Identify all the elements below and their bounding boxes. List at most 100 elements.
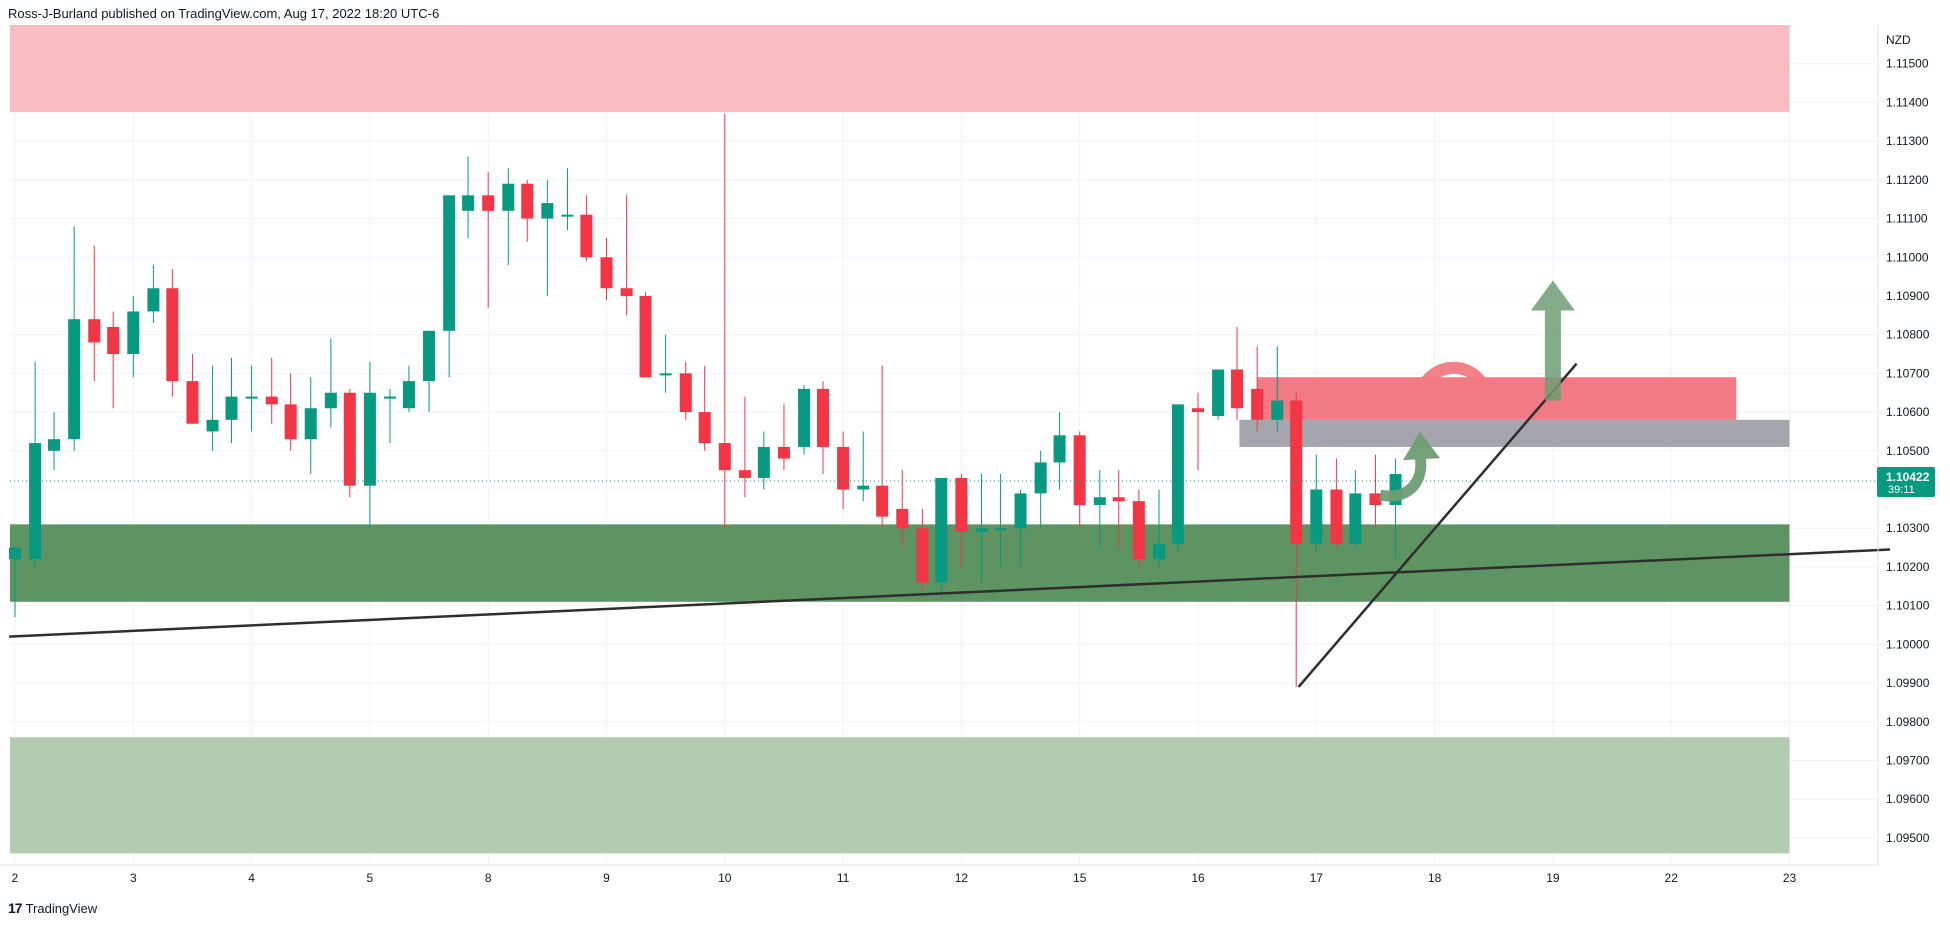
curve-up-arrow (1378, 432, 1441, 502)
bullish-candle (363, 361, 376, 529)
candle-body (265, 396, 278, 405)
price-tick: 1.10800 (1886, 328, 1930, 342)
time-tick: 15 (1073, 871, 1087, 885)
bearish-candle (718, 114, 731, 529)
price-tick: 1.09800 (1886, 715, 1930, 729)
price-tick: 1.10900 (1886, 289, 1930, 303)
candle-body (561, 214, 574, 217)
price-tick: 1.10100 (1886, 599, 1930, 613)
candle-body (1014, 493, 1027, 529)
brand[interactable]: 17 TradingView (8, 900, 97, 916)
bullish-candle (68, 226, 81, 451)
bullish-candle (561, 168, 574, 231)
bullish-candle (147, 265, 160, 324)
candle-body (1349, 493, 1362, 544)
bearish-candle (1330, 458, 1343, 548)
candle-body (147, 288, 160, 312)
candle-body (1290, 400, 1303, 544)
bearish-candle (837, 431, 850, 509)
current-price-value: 1.10422 (1886, 470, 1930, 484)
bullish-candle (1310, 454, 1323, 552)
bearish-candle (620, 195, 633, 316)
candle-body (639, 295, 652, 378)
candle-body (1369, 493, 1382, 505)
bullish-candle (1349, 470, 1362, 548)
candle-body (975, 528, 988, 533)
candles (9, 114, 1878, 687)
candle-body (1112, 497, 1125, 502)
arrow-curve (1378, 454, 1427, 502)
time-tick: 18 (1428, 871, 1442, 885)
bullish-candle (975, 474, 988, 583)
bearish-candle (166, 268, 179, 397)
candle-body (502, 183, 515, 211)
candle-body (1231, 369, 1244, 409)
price-tick: 1.11000 (1886, 250, 1929, 264)
arrow-shaft (1544, 308, 1561, 401)
price-tick: 1.09500 (1886, 831, 1930, 845)
price-tick: 1.10000 (1886, 637, 1930, 651)
candle-body (1171, 404, 1184, 544)
bullish-candle (206, 365, 219, 451)
time-tick: 11 (837, 871, 850, 885)
candle-body (777, 446, 790, 459)
time-tick: 12 (955, 871, 969, 885)
time-tick: 19 (1546, 871, 1560, 885)
price-tick: 1.11200 (1886, 173, 1929, 187)
bearish-candle (186, 354, 199, 424)
bearish-candle (777, 404, 790, 471)
candle-body (245, 396, 258, 399)
bearish-candle (679, 361, 692, 420)
candle-body (857, 485, 870, 490)
trendlines (9, 362, 1891, 688)
candle-body (1093, 497, 1106, 505)
bullish-candle (757, 431, 770, 490)
bullish-candle (1171, 404, 1184, 552)
candle-body (1192, 408, 1204, 413)
bullish-candle (798, 385, 811, 455)
bearish-candle (816, 381, 829, 475)
candle-body (896, 508, 909, 529)
bullish-candle (48, 412, 61, 471)
bullish-candle (935, 477, 948, 598)
candle-body (620, 288, 633, 296)
price-tick: 1.09900 (1886, 676, 1930, 690)
bearish-candle (521, 179, 534, 242)
arrows (1378, 280, 1575, 502)
candle-body (580, 214, 593, 258)
bearish-candle (738, 396, 751, 498)
price-axis[interactable]: NZD 1.11500 1.11400 1.11300 1.11200 1.11100 1.… (1877, 25, 1935, 865)
candle-body (462, 195, 475, 211)
candle-body (1034, 462, 1047, 494)
candle-body (9, 547, 21, 560)
time-tick: 3 (130, 871, 137, 885)
candle-body (1152, 543, 1165, 560)
arrow-curve (1410, 361, 1492, 403)
candle-body (206, 419, 219, 432)
price-tick: 1.09700 (1886, 753, 1930, 767)
candle-body (1212, 369, 1225, 416)
candle-body (1330, 489, 1343, 544)
arrow-head (1468, 385, 1505, 420)
zones (10, 25, 1790, 854)
price-tick: 1.10300 (1886, 521, 1930, 535)
price-tick: 1.09600 (1886, 792, 1930, 806)
time-tick: 10 (718, 871, 732, 885)
price-tick: 1.11100 (1886, 212, 1928, 226)
time-tick: 8 (485, 871, 492, 885)
bullish-candle (127, 295, 140, 378)
bullish-candle (29, 361, 42, 567)
bullish-candle (1152, 489, 1165, 567)
time-axis[interactable]: 2 3 4 5 8 9 10 11 12 15 16 17 18 19 22 23 (0, 864, 1878, 885)
up-arrow (1530, 280, 1575, 401)
candle-body (600, 257, 613, 289)
price-tick: 1.11500 (1886, 57, 1929, 71)
time-tick: 9 (603, 871, 610, 885)
bearish-candle (1231, 326, 1244, 420)
bullish-candle (225, 357, 238, 444)
candle-body (659, 373, 672, 376)
bearish-candle (916, 508, 929, 591)
bullish-candle (245, 365, 258, 432)
